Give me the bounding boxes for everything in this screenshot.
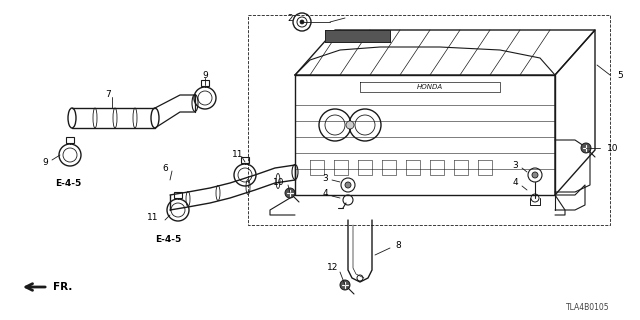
Text: 5: 5 — [617, 70, 623, 79]
Text: E-4-5: E-4-5 — [155, 236, 181, 244]
Circle shape — [340, 280, 350, 290]
Text: 12: 12 — [326, 263, 338, 273]
Text: 4: 4 — [513, 178, 518, 187]
Text: 11: 11 — [147, 213, 158, 222]
Text: TLA4B0105: TLA4B0105 — [566, 303, 610, 313]
Bar — [241, 157, 249, 163]
Circle shape — [581, 143, 591, 153]
Text: 10: 10 — [607, 143, 618, 153]
Text: E-4-5: E-4-5 — [55, 179, 81, 188]
Bar — [174, 192, 182, 198]
Bar — [201, 80, 209, 86]
Text: 9: 9 — [42, 157, 48, 166]
Text: FR.: FR. — [53, 282, 72, 292]
Text: 6: 6 — [163, 164, 168, 172]
Text: HONDA: HONDA — [417, 84, 443, 90]
Circle shape — [532, 172, 538, 178]
Text: 11: 11 — [232, 149, 244, 158]
Text: 8: 8 — [395, 242, 401, 251]
Text: 4: 4 — [323, 189, 328, 198]
Text: 2: 2 — [287, 13, 293, 22]
Circle shape — [346, 121, 354, 129]
Bar — [325, 30, 390, 42]
Circle shape — [345, 182, 351, 188]
Circle shape — [300, 20, 304, 24]
Circle shape — [285, 188, 295, 198]
Bar — [66, 137, 74, 143]
Text: 9: 9 — [202, 70, 208, 79]
Text: 7: 7 — [105, 90, 111, 99]
Text: 3: 3 — [323, 173, 328, 182]
Text: 10: 10 — [273, 178, 284, 187]
Text: 3: 3 — [512, 161, 518, 170]
